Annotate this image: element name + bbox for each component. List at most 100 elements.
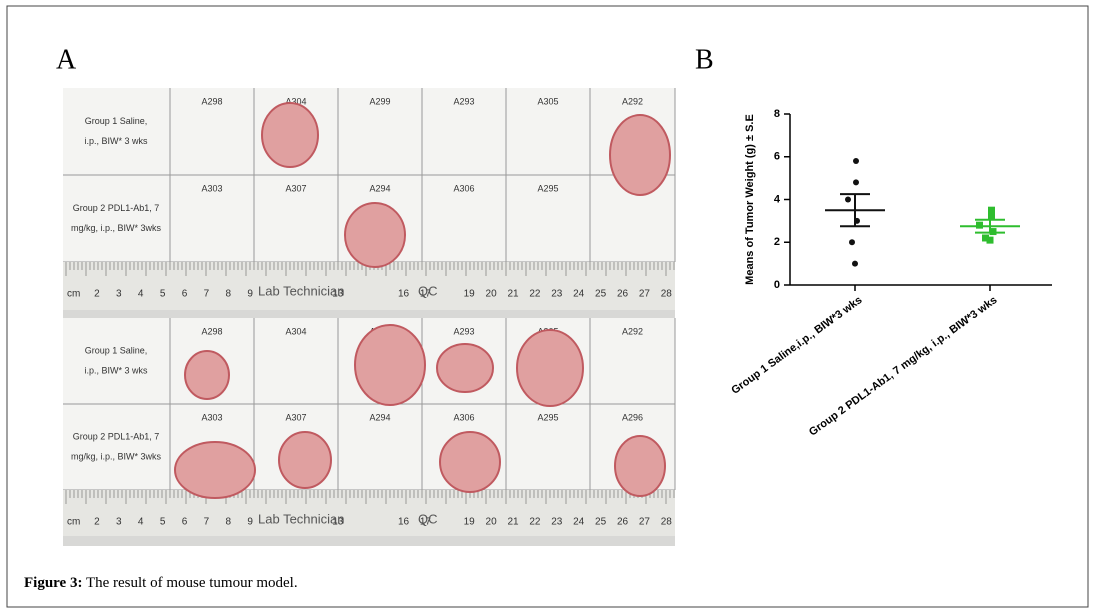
tumour [261,102,319,168]
technician-label: Lab Technician [258,283,345,298]
ruler-number: 22 [529,289,541,300]
animal-id: A298 [201,96,222,106]
ruler-number: 23 [551,289,563,300]
ruler-number: 4 [138,289,144,300]
data-point [976,221,983,229]
y-tick-label: 6 [774,151,780,163]
group-label: Group 2 PDL1-Ab1, 7 [73,203,160,213]
ruler-number: 21 [507,517,519,528]
animal-id: A303 [201,183,222,193]
caption: Figure 3: The result of mouse tumour mod… [24,575,298,591]
ruler-number: 28 [661,517,673,528]
tumour [174,441,256,499]
animal-id: A307 [285,412,306,422]
group-label: i.p., BIW* 3 wks [84,136,148,146]
tumour [614,435,666,497]
group-label: Group 1 Saline, [85,116,148,126]
ruler-number: 24 [573,289,585,300]
group-label: Group 1 Saline, [85,345,148,355]
tumour [609,114,671,196]
ruler-number: 13 [332,517,344,528]
y-tick-label: 0 [774,279,780,291]
y-tick-label: 2 [774,236,780,248]
ruler-number: 27 [639,289,651,300]
ruler-number: 7 [204,289,210,300]
group-label: mg/kg, i.p., BIW* 3wks [71,451,162,461]
ruler-number: 17 [420,517,432,528]
ruler-number: 4 [138,517,144,528]
animal-id: A295 [537,183,558,193]
ruler-number: 20 [486,517,498,528]
ruler-number: 26 [617,517,629,528]
ruler-number: 26 [617,289,629,300]
ruler-number: 8 [226,517,232,528]
y-tick-label: 8 [774,108,780,120]
ruler-number: 9 [247,517,253,528]
tumour [354,324,426,406]
animal-id: A306 [453,183,474,193]
animal-id: A293 [453,326,474,336]
animal-id: A292 [622,96,643,106]
ruler-number: 17 [420,289,432,300]
animal-id: A307 [285,183,306,193]
animal-id: A294 [369,412,390,422]
animal-id: A293 [453,96,474,106]
y-tick-label: 4 [774,193,781,205]
ruler-number: 23 [551,517,563,528]
data-point [852,260,858,267]
caption-label: Figure 3: [24,575,82,591]
ruler-number: 25 [595,289,607,300]
data-point [845,196,851,203]
ruler [63,262,675,310]
group-label: Group 2 PDL1-Ab1, 7 [73,431,160,441]
animal-id: A305 [537,96,558,106]
ruler-number: 24 [573,517,585,528]
animal-id: A303 [201,412,222,422]
ruler-number: 3 [116,289,122,300]
ruler-number: 27 [639,517,651,528]
animal-id: A296 [622,412,643,422]
ruler [63,490,675,536]
animal-id: A306 [453,412,474,422]
ruler-number: 2 [94,517,100,528]
tumour [516,329,584,407]
qc-label: QC [418,283,438,298]
animal-id: A292 [622,326,643,336]
ruler-number: 16 [398,289,410,300]
caption-text: The result of mouse tumour model. [86,575,298,591]
group-label: mg/kg, i.p., BIW* 3wks [71,223,162,233]
data-point [986,236,994,244]
ruler-number: 5 [160,517,166,528]
animal-id: A304 [285,326,306,336]
photo: Group 1 Saline, i.p., BIW* 3 wks A298 A304 A… [63,88,676,546]
animal-id: A298 [201,326,222,336]
data-point [989,228,997,236]
tumour [436,343,494,393]
panel-label: A [56,44,77,75]
ruler-number: 2 [94,289,100,300]
data-point [988,213,995,221]
ruler-number: 5 [160,289,166,300]
y-axis-label: Means of Tumor Weight (g) ± S.E [744,114,756,285]
panel-label: B [695,44,714,75]
ruler-number: 8 [226,289,232,300]
ruler-number: 20 [486,289,498,300]
data-point [988,206,995,214]
animal-id: A294 [369,183,390,193]
data-point [853,179,859,186]
tumour [439,431,501,493]
ruler-number: 7 [204,517,210,528]
ruler-number: 19 [464,517,476,528]
ruler-number: 6 [182,517,188,528]
ruler-number: 22 [529,517,541,528]
tumour [344,202,406,268]
tumour [278,431,332,489]
animal-id: A295 [537,412,558,422]
data-point [853,158,859,165]
technician-label: Lab Technician [258,511,345,526]
ruler-number: 21 [507,289,519,300]
ruler-unit: cm [67,289,80,300]
ruler-number: 9 [247,289,253,300]
